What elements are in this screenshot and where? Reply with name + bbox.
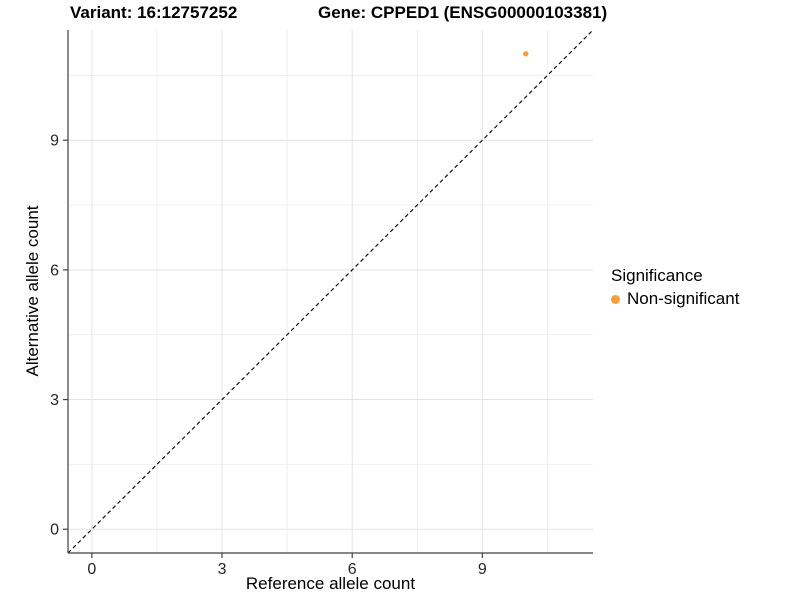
- legend: Significance Non-significant: [611, 266, 739, 309]
- legend-point-icon: [611, 294, 620, 304]
- x-tick-label: 0: [87, 561, 96, 578]
- variant-title: Variant: 16:12757252: [70, 3, 238, 22]
- y-tick-label: 0: [50, 522, 59, 539]
- y-tick-label: 3: [50, 392, 59, 409]
- data-point: [523, 51, 529, 57]
- legend-title: Significance: [611, 266, 703, 285]
- gene-title: Gene: CPPED1 (ENSG00000103381): [318, 3, 608, 22]
- x-tick-label: 9: [478, 561, 487, 578]
- x-tick-label: 6: [348, 561, 357, 578]
- legend-item-label: Non-significant: [627, 289, 740, 308]
- y-axis-title: Alternative allele count: [23, 205, 42, 377]
- identity-line: [67, 29, 594, 554]
- y-tick-label: 6: [50, 262, 59, 279]
- x-axis-title: Reference allele count: [245, 574, 416, 593]
- x-tick-label: 3: [218, 561, 227, 578]
- y-tick-label: 9: [50, 133, 59, 150]
- legend-item-non-significant: Non-significant: [611, 289, 739, 309]
